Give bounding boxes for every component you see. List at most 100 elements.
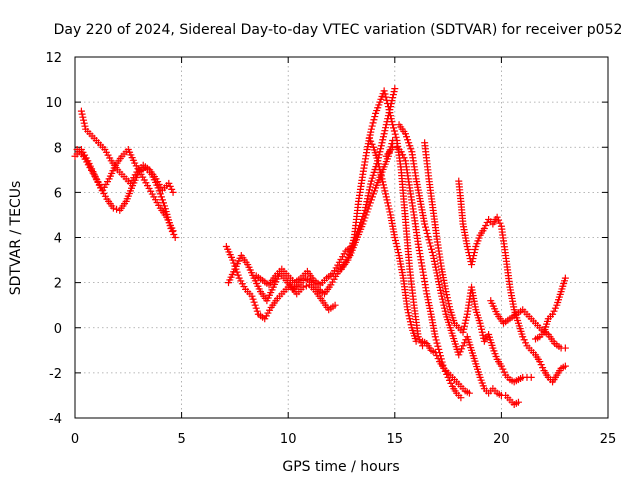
data-point — [427, 245, 435, 253]
y-tick-label: 8 — [54, 141, 62, 156]
data-point — [457, 394, 465, 402]
data-point — [404, 306, 412, 314]
data-point — [390, 127, 398, 135]
data-point — [433, 352, 441, 360]
data-point — [109, 204, 117, 212]
data-point — [514, 398, 522, 406]
data-point — [397, 148, 405, 156]
data-point — [157, 193, 165, 201]
data-point — [500, 368, 508, 376]
data-point — [80, 119, 88, 127]
data-point — [426, 239, 434, 247]
data-point — [456, 348, 464, 356]
y-tick-label: 4 — [54, 232, 62, 247]
data-point — [519, 333, 527, 341]
data-point — [382, 121, 390, 129]
data-point — [520, 336, 528, 344]
data-point — [470, 252, 478, 260]
data-point — [432, 336, 440, 344]
data-point — [399, 151, 407, 159]
data-point — [81, 122, 89, 130]
data-point — [381, 90, 389, 98]
data-point — [537, 361, 545, 369]
data-point — [170, 230, 178, 238]
data-point — [379, 136, 387, 144]
data-point — [465, 389, 473, 397]
data-point — [159, 199, 167, 207]
data-point — [470, 249, 478, 257]
data-point — [379, 133, 387, 141]
data-point — [479, 331, 487, 339]
data-point — [495, 216, 503, 224]
data-point — [539, 364, 547, 372]
data-point — [445, 300, 453, 308]
data-point — [391, 85, 399, 93]
data-point — [439, 298, 447, 306]
data-point — [360, 209, 368, 217]
data-point — [412, 337, 420, 345]
y-tick-label: 0 — [54, 322, 62, 337]
data-point — [388, 118, 396, 126]
data-point — [385, 106, 393, 114]
data-point — [158, 196, 166, 204]
x-tick-label: 0 — [71, 432, 79, 447]
series-arc-15 — [532, 274, 569, 343]
data-point — [367, 125, 375, 133]
data-point — [166, 182, 174, 190]
data-point — [389, 94, 397, 102]
data-point — [386, 109, 394, 117]
x-tick-label: 20 — [493, 432, 510, 447]
data-point — [165, 179, 173, 187]
y-axis-label: SDTVAR / TECUs — [8, 181, 24, 296]
data-point — [428, 248, 436, 256]
data-point — [404, 309, 412, 317]
data-point — [438, 295, 446, 303]
x-tick-label: 15 — [387, 432, 404, 447]
data-point — [460, 325, 468, 333]
data-point — [368, 193, 376, 201]
data-point — [493, 213, 501, 221]
data-point — [400, 154, 408, 162]
data-point — [459, 328, 467, 336]
data-point — [389, 91, 397, 99]
data-point — [460, 322, 468, 330]
series-arc-9 — [382, 143, 465, 402]
data-point — [441, 307, 449, 315]
data-point — [469, 255, 477, 263]
data-point — [381, 187, 389, 195]
data-point — [392, 237, 400, 245]
y-tick-label: -4 — [49, 412, 62, 427]
series-arc-14 — [487, 297, 569, 352]
data-point — [379, 181, 387, 189]
data-point — [463, 243, 471, 251]
data-point — [482, 221, 490, 229]
data-point — [365, 134, 373, 142]
data-point — [385, 205, 393, 213]
data-point — [478, 325, 486, 333]
data-point — [363, 198, 371, 206]
data-point — [383, 96, 391, 104]
x-axis-label: GPS time / hours — [282, 459, 399, 475]
data-point — [168, 185, 176, 193]
y-tick-label: -2 — [49, 367, 62, 382]
data-point — [169, 227, 177, 235]
data-point — [499, 365, 507, 373]
y-tick-label: 2 — [54, 277, 62, 292]
data-point — [440, 301, 448, 309]
series-arc-11 — [421, 139, 535, 386]
data-point — [527, 373, 535, 381]
data-point — [378, 175, 386, 183]
series-arc-3 — [73, 146, 177, 235]
data-point — [401, 130, 409, 138]
data-point — [365, 202, 373, 210]
data-point — [405, 312, 413, 320]
data-point — [155, 187, 163, 195]
series — [71, 85, 569, 408]
data-point — [380, 87, 388, 95]
data-point — [438, 292, 446, 300]
data-point — [394, 249, 402, 257]
data-point — [476, 319, 484, 327]
data-point — [422, 223, 430, 231]
data-point — [386, 208, 394, 216]
data-point — [382, 190, 390, 198]
